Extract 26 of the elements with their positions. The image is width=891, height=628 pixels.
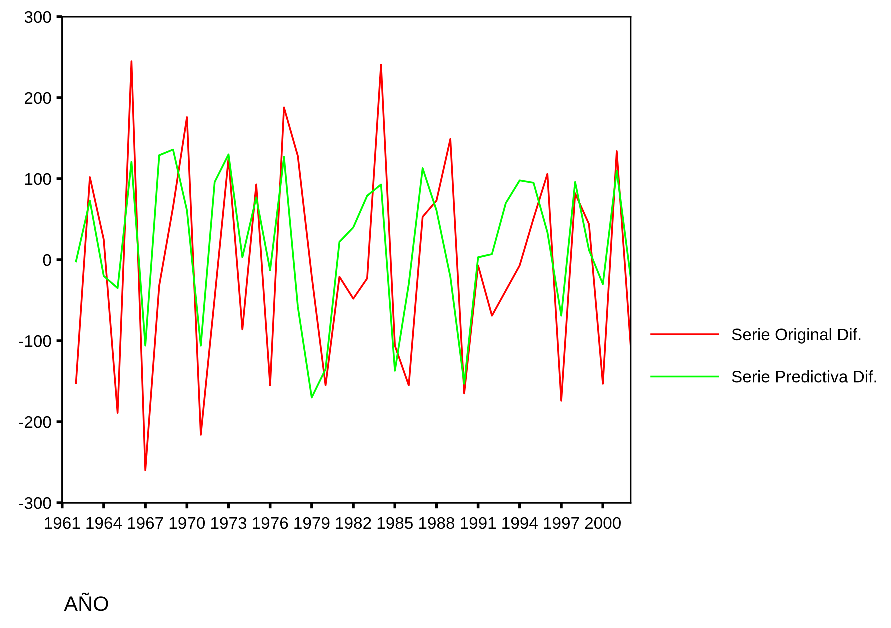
x-tick-label: 1991 [461, 517, 496, 530]
x-tick-label: 1976 [253, 517, 288, 530]
x-tick-label: 1964 [86, 517, 122, 530]
y-tick-label: -100 [19, 335, 52, 348]
line-series [75, 148, 631, 399]
line-series [75, 60, 631, 472]
x-tick-label: 1973 [211, 517, 247, 530]
x-tick-label: 1961 [45, 517, 80, 530]
y-tick-label: -200 [19, 416, 52, 428]
x-tick-label: 1994 [502, 517, 538, 530]
x-tick-label: 1988 [419, 517, 455, 530]
x-tick-label: 1985 [378, 517, 413, 530]
x-tick-label: 1997 [544, 517, 580, 530]
x-tick-label: 1970 [170, 517, 206, 530]
legend-label: Serie Original Dif. [732, 328, 861, 344]
y-tick-label: -300 [19, 497, 52, 510]
x-tick-label: 1979 [294, 517, 330, 530]
legend-label: Serie Predictiva Dif. [732, 370, 876, 383]
x-tick-label: 1982 [336, 517, 372, 530]
x-tick-label: 2000 [585, 517, 621, 530]
y-tick-label: 300 [24, 11, 52, 24]
x-axis-title: AÑO [64, 592, 108, 612]
y-tick-label: 0 [43, 254, 52, 266]
y-tick-label: 200 [24, 92, 52, 104]
x-tick-label: 1967 [128, 517, 164, 530]
y-tick-label: 100 [25, 173, 52, 186]
